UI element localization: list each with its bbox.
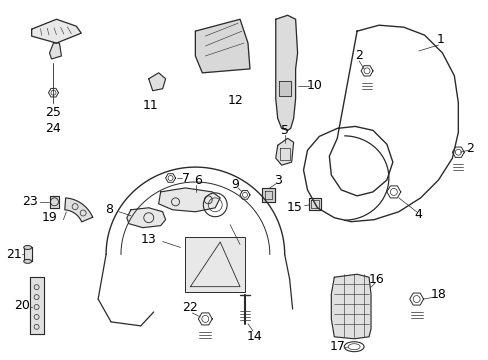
Text: 16: 16 [368, 273, 384, 286]
Text: 22: 22 [182, 301, 198, 314]
Text: 12: 12 [227, 94, 243, 107]
Text: 9: 9 [231, 179, 239, 192]
Polygon shape [65, 198, 92, 222]
Polygon shape [49, 43, 61, 59]
Text: 14: 14 [246, 330, 262, 343]
Text: 11: 11 [142, 99, 158, 112]
Text: 10: 10 [306, 79, 322, 92]
Polygon shape [148, 73, 165, 91]
Text: 25: 25 [45, 106, 61, 119]
Polygon shape [24, 247, 32, 261]
Polygon shape [32, 19, 81, 43]
Text: 21: 21 [6, 248, 21, 261]
Text: 13: 13 [141, 233, 156, 246]
Text: 20: 20 [14, 298, 30, 311]
Text: 8: 8 [105, 203, 113, 216]
Polygon shape [331, 274, 370, 339]
Ellipse shape [24, 246, 32, 249]
Polygon shape [49, 196, 60, 208]
Polygon shape [158, 188, 220, 212]
Polygon shape [275, 138, 293, 165]
Text: 2: 2 [354, 49, 362, 63]
Text: 6: 6 [194, 174, 202, 186]
Bar [185, 237, 244, 292]
Polygon shape [278, 81, 290, 96]
Text: 24: 24 [45, 122, 61, 135]
Text: 4: 4 [414, 208, 422, 221]
Polygon shape [195, 19, 249, 73]
Text: 2: 2 [466, 142, 473, 155]
Polygon shape [275, 15, 297, 130]
Text: 3: 3 [273, 174, 281, 186]
Polygon shape [309, 198, 321, 210]
Ellipse shape [24, 260, 32, 264]
Text: 23: 23 [22, 195, 38, 208]
Polygon shape [30, 277, 43, 334]
Text: 17: 17 [328, 340, 345, 353]
Text: 19: 19 [41, 211, 57, 224]
Text: 1: 1 [436, 33, 444, 46]
Text: 7: 7 [182, 171, 190, 185]
Text: 15: 15 [286, 201, 302, 214]
Polygon shape [127, 208, 165, 228]
Text: 5: 5 [280, 124, 288, 137]
Text: 18: 18 [429, 288, 446, 301]
Polygon shape [262, 188, 274, 202]
